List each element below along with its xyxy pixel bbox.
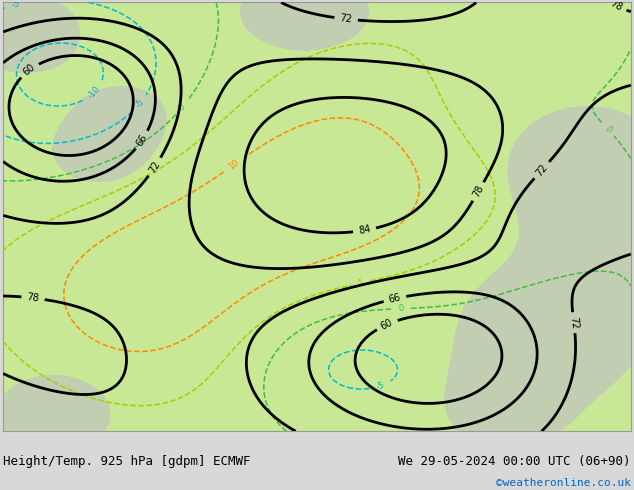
- Text: 0: 0: [398, 304, 404, 313]
- Text: 60: 60: [379, 318, 395, 332]
- Text: 72: 72: [568, 316, 579, 329]
- Text: 72: 72: [534, 162, 550, 178]
- Text: -5: -5: [134, 98, 146, 109]
- Text: 78: 78: [608, 0, 624, 13]
- Text: 78: 78: [471, 184, 486, 199]
- Text: 84: 84: [358, 224, 372, 236]
- Text: -5: -5: [375, 380, 386, 392]
- Text: ©weatheronline.co.uk: ©weatheronline.co.uk: [496, 477, 631, 488]
- Text: 0: 0: [177, 103, 187, 113]
- Text: 72: 72: [147, 159, 162, 175]
- Text: Height/Temp. 925 hPa [gdpm] ECMWF: Height/Temp. 925 hPa [gdpm] ECMWF: [3, 455, 250, 468]
- Text: 0: 0: [603, 124, 613, 134]
- Text: -10: -10: [87, 84, 102, 100]
- Text: 72: 72: [339, 13, 353, 25]
- Text: 78: 78: [26, 292, 40, 304]
- Text: We 29-05-2024 00:00 UTC (06+90): We 29-05-2024 00:00 UTC (06+90): [398, 455, 631, 468]
- Text: -5: -5: [11, 0, 21, 10]
- Text: 10: 10: [227, 158, 241, 172]
- Text: 60: 60: [22, 62, 37, 78]
- Text: 66: 66: [134, 132, 150, 148]
- Text: 5: 5: [357, 278, 365, 288]
- Text: 66: 66: [388, 293, 402, 305]
